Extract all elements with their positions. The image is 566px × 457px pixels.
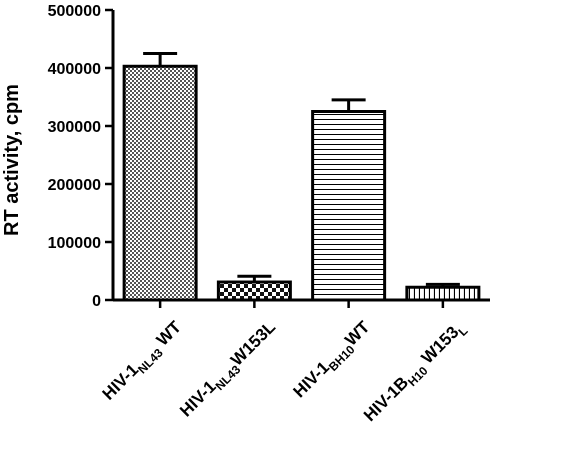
x-category-label: HIV-1BH10WT: [290, 317, 377, 404]
y-axis-label: RT activity, cpm: [1, 84, 23, 236]
bar-group: [122, 52, 198, 302]
y-tick-label: 100000: [48, 235, 101, 252]
bars: [122, 52, 481, 302]
y-tick-label: 500000: [48, 3, 101, 20]
y-tick-label: 0: [92, 293, 101, 310]
bar-group: [405, 282, 481, 302]
x-category-label: HIV-1NL43W153L: [176, 317, 282, 423]
y-tick-label: 200000: [48, 177, 101, 194]
bar: [122, 64, 198, 302]
y-tick-label: 400000: [48, 61, 101, 78]
bar: [405, 285, 481, 302]
y-tick-label: 300000: [48, 119, 101, 136]
y-ticks: 0 100000 200000 300000 400000 500000: [48, 3, 113, 310]
x-tick-labels: HIV-1NL43 WTHIV-1NL43W153LHIV-1BH10WTHIV…: [99, 300, 471, 428]
bar-group: [216, 274, 292, 302]
x-category-label: HIV-1NL43 WT: [99, 317, 189, 407]
bar: [216, 280, 292, 302]
bar-group: [311, 98, 387, 302]
x-category-label: HIV-1BH10 W153L: [360, 317, 471, 428]
bar: [311, 110, 387, 302]
